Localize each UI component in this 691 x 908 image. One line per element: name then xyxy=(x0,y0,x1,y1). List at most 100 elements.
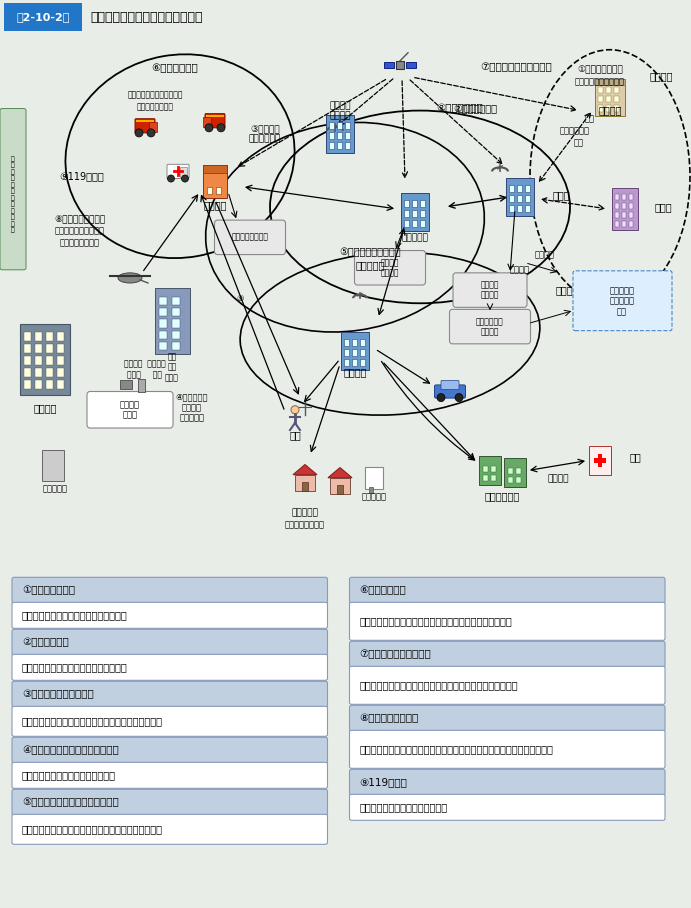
Bar xyxy=(404,220,409,227)
Bar xyxy=(504,459,526,487)
Bar xyxy=(420,220,425,227)
Polygon shape xyxy=(293,465,317,475)
FancyBboxPatch shape xyxy=(12,602,328,628)
Bar xyxy=(420,200,425,207)
Bar xyxy=(35,331,42,340)
Bar xyxy=(138,380,145,391)
Text: 高所
監視
カメラ: 高所 監視 カメラ xyxy=(165,352,179,382)
Bar xyxy=(508,468,513,474)
Bar xyxy=(24,344,31,353)
Text: 被害状況
の収集: 被害状況 の収集 xyxy=(120,400,140,419)
Text: 住民からの緊急通報及び位置特定: 住民からの緊急通報及び位置特定 xyxy=(359,803,448,813)
Bar xyxy=(57,331,64,340)
Text: 住民: 住民 xyxy=(289,430,301,440)
Text: ⑤市町村防災行政無線: ⑤市町村防災行政無線 xyxy=(339,248,401,258)
Text: 内閣府: 内閣府 xyxy=(655,202,672,212)
Bar xyxy=(172,297,180,305)
Text: ⑨: ⑨ xyxy=(236,293,244,302)
Circle shape xyxy=(205,123,213,132)
Bar xyxy=(614,105,619,112)
Bar xyxy=(406,62,416,68)
Text: ①中央防災無線網: ①中央防災無線網 xyxy=(577,65,623,74)
Bar xyxy=(203,165,227,173)
Text: 消防車両動態情報システム: 消防車両動態情報システム xyxy=(127,91,182,100)
Text: ③都道府県
防災行政無線: ③都道府県 防災行政無線 xyxy=(249,124,281,143)
Polygon shape xyxy=(328,468,352,478)
Text: ④市町村防災行政無線（同報系）: ④市町村防災行政無線（同報系） xyxy=(22,745,119,755)
Text: 気象情報
システム: 気象情報 システム xyxy=(481,281,500,300)
Bar xyxy=(483,466,488,471)
Bar xyxy=(24,368,31,378)
Text: 電送システム等）: 電送システム等） xyxy=(60,238,100,247)
FancyBboxPatch shape xyxy=(354,251,426,285)
Bar xyxy=(302,482,308,491)
FancyBboxPatch shape xyxy=(12,814,328,844)
FancyBboxPatch shape xyxy=(12,789,328,815)
Text: デジタル  携帯情報: デジタル 携帯情報 xyxy=(124,360,166,369)
Bar xyxy=(614,87,619,94)
Bar xyxy=(606,87,611,94)
FancyBboxPatch shape xyxy=(350,730,665,768)
FancyBboxPatch shape xyxy=(441,380,459,390)
Circle shape xyxy=(217,123,225,132)
Text: ③都道府県防災行政無線: ③都道府県防災行政無線 xyxy=(22,689,94,699)
Text: ⑥消防救急無線: ⑥消防救急無線 xyxy=(151,63,198,73)
Bar xyxy=(20,323,70,395)
Circle shape xyxy=(455,393,463,401)
Bar xyxy=(412,220,417,227)
Bar xyxy=(24,331,31,340)
Bar xyxy=(24,380,31,390)
Bar xyxy=(384,62,394,68)
Text: 首相官邸: 首相官邸 xyxy=(598,105,622,115)
Bar xyxy=(4,3,82,32)
Bar xyxy=(629,212,633,218)
Bar xyxy=(159,297,167,305)
Bar xyxy=(509,184,514,192)
Bar xyxy=(509,205,514,212)
Bar xyxy=(159,320,167,328)
Bar xyxy=(491,466,496,471)
Circle shape xyxy=(147,129,155,137)
Text: 病院: 病院 xyxy=(630,452,642,462)
Bar xyxy=(35,344,42,353)
FancyBboxPatch shape xyxy=(350,602,665,640)
Bar xyxy=(326,114,354,153)
Text: 映像: 映像 xyxy=(574,139,584,147)
Bar xyxy=(517,194,522,202)
Bar xyxy=(35,356,42,365)
FancyBboxPatch shape xyxy=(350,706,665,731)
Bar xyxy=(345,132,350,139)
Bar xyxy=(149,122,157,132)
Text: 気象庁: 気象庁 xyxy=(556,285,574,295)
Text: ⑨119番通報: ⑨119番通報 xyxy=(359,777,408,787)
Text: 消防庁と都道府県の間の情報収集・伝達: 消防庁と都道府県の間の情報収集・伝達 xyxy=(22,662,128,672)
Bar xyxy=(483,475,488,480)
Bar xyxy=(420,210,425,217)
Text: 市町村と車両、防災関係機関、生活関係機関との連絡: 市町村と車両、防災関係機関、生活関係機関との連絡 xyxy=(22,824,163,834)
Bar xyxy=(479,457,501,485)
Bar xyxy=(57,344,64,353)
FancyBboxPatch shape xyxy=(450,310,531,344)
Text: ⑨119番通報: ⑨119番通報 xyxy=(59,172,104,182)
Bar xyxy=(360,349,365,356)
Bar xyxy=(516,468,521,474)
FancyBboxPatch shape xyxy=(167,164,189,179)
Text: カメラ     端末: カメラ 端末 xyxy=(128,370,162,380)
Bar xyxy=(517,205,522,212)
Bar xyxy=(589,446,611,475)
Text: 首相官邸: 首相官邸 xyxy=(650,71,674,81)
Circle shape xyxy=(182,175,189,183)
Text: ②消防防災無線: ②消防防災無線 xyxy=(453,104,497,114)
Bar xyxy=(606,105,611,112)
Bar xyxy=(337,132,342,139)
Circle shape xyxy=(291,406,299,414)
Bar xyxy=(345,122,350,129)
Bar xyxy=(615,222,619,227)
Bar xyxy=(352,349,357,356)
Bar xyxy=(614,96,619,103)
Bar xyxy=(598,105,603,112)
FancyBboxPatch shape xyxy=(205,114,225,128)
Text: 画像伝送システム: 画像伝送システム xyxy=(137,102,173,111)
Bar xyxy=(172,341,180,350)
FancyBboxPatch shape xyxy=(350,769,665,795)
